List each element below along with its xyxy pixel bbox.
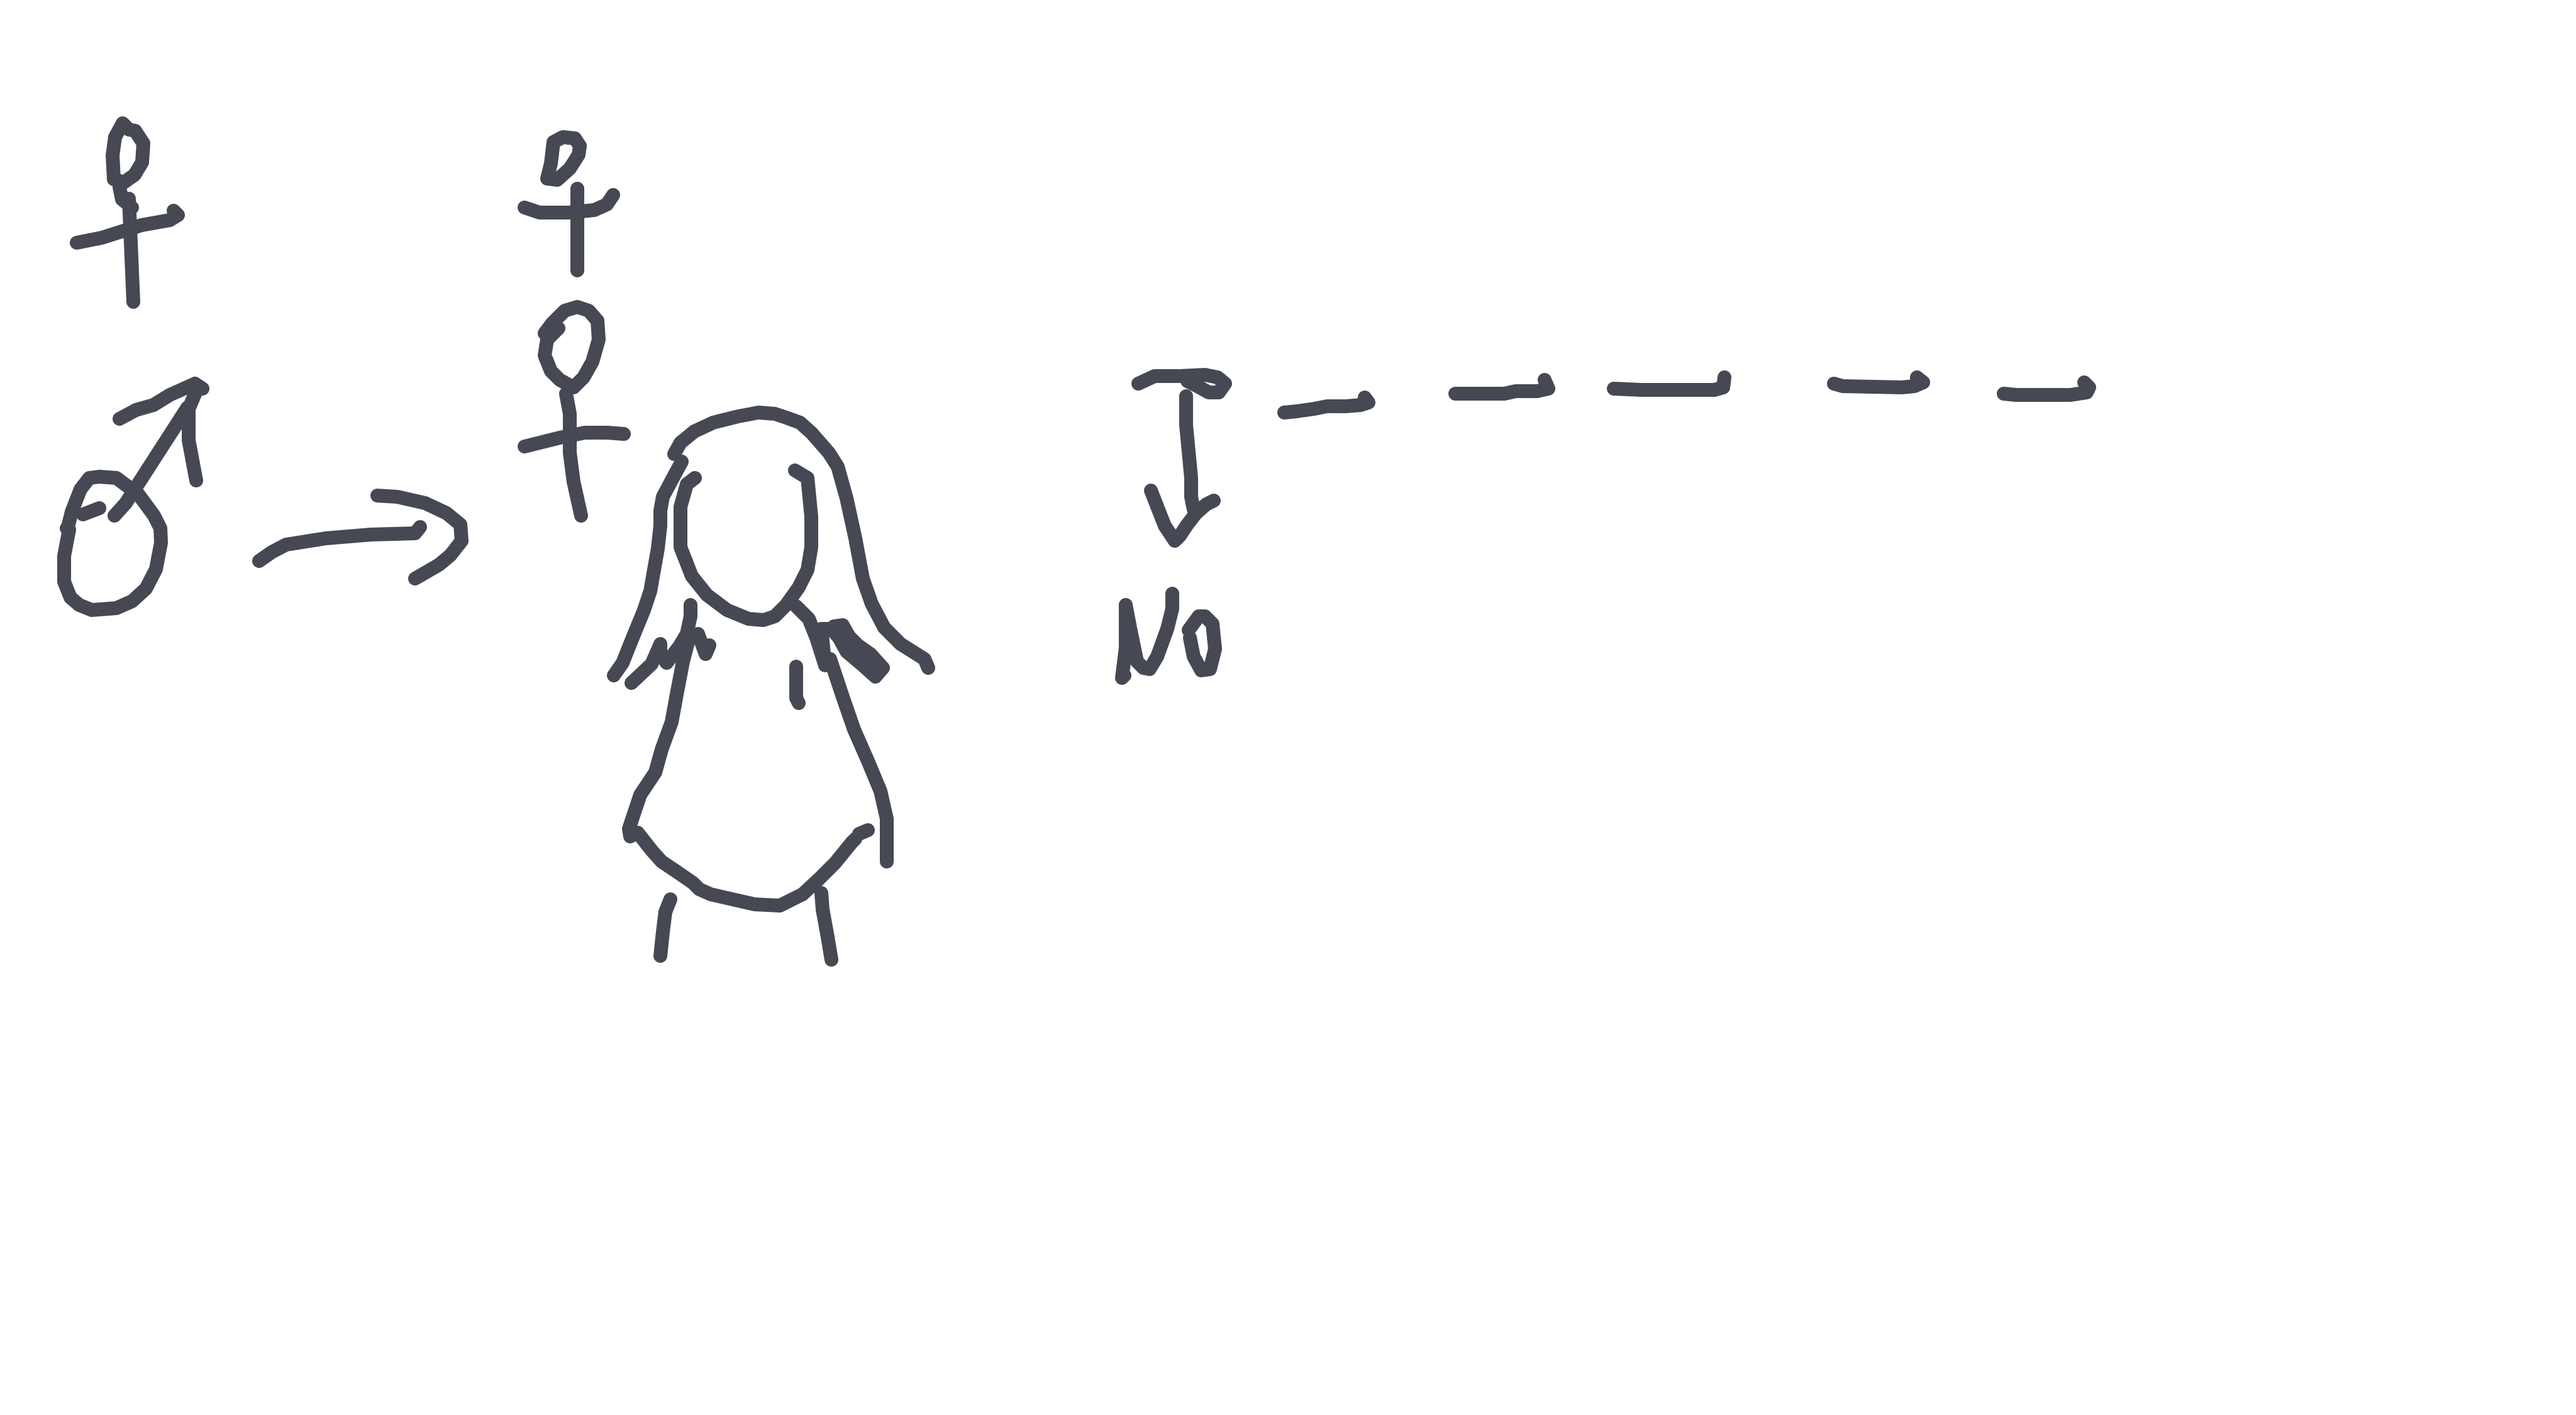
female-symbol-top-left: [70, 116, 185, 309]
scribble-mark-icon: [1115, 587, 1222, 685]
male-symbol: [57, 377, 209, 617]
arrow-right-icon: [252, 489, 469, 585]
t-bar-with-dashes: [1131, 368, 2096, 516]
girl-figure: [607, 406, 935, 967]
checkmark-icon: [1144, 484, 1221, 548]
female-symbol-stacked-icon: [518, 130, 631, 523]
